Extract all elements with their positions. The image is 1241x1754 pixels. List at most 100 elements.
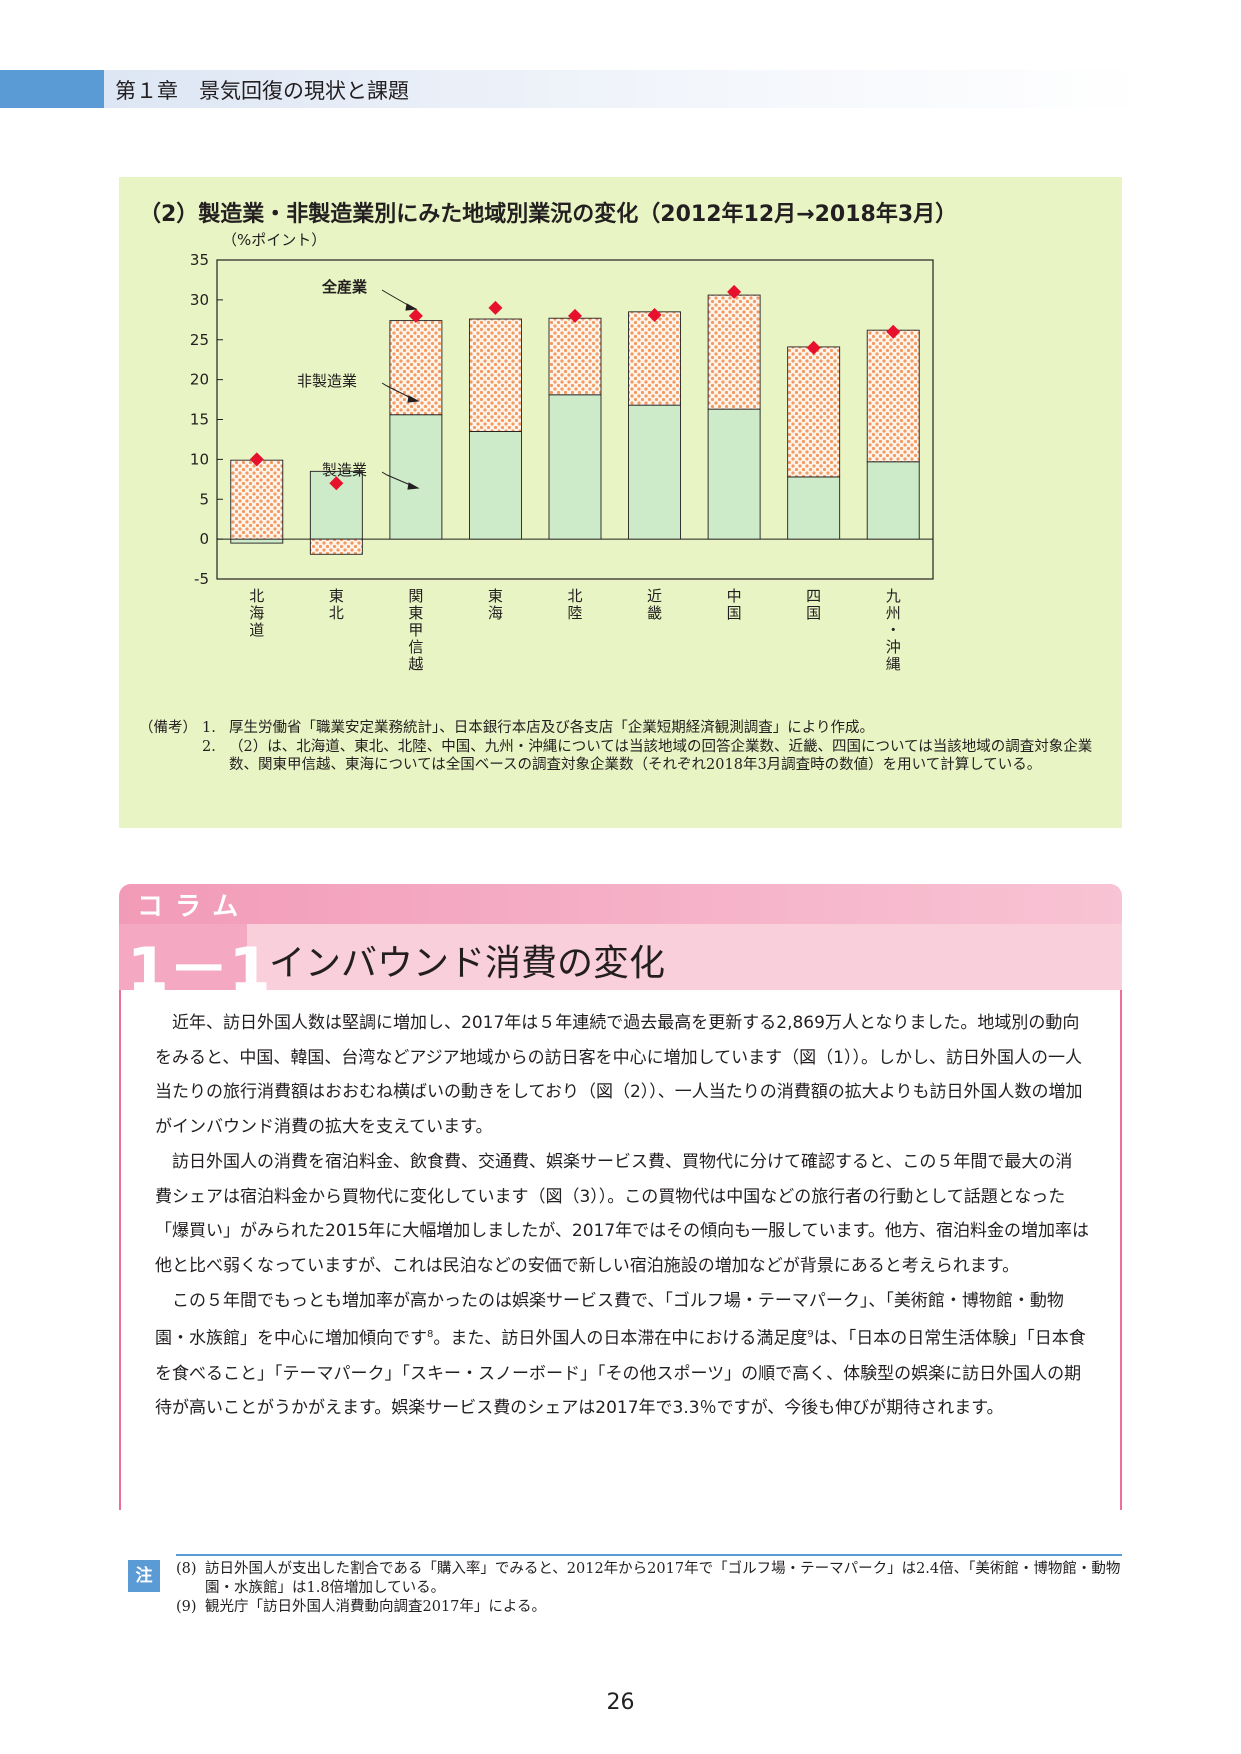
x-tick-label: 海 (488, 604, 503, 622)
column-header-bar: コラム (119, 884, 1122, 924)
x-tick-label: 九 (886, 587, 901, 605)
x-tick-label: 北 (329, 604, 344, 622)
x-tick-label: 信 (408, 638, 423, 656)
marker-all-industry (329, 476, 344, 491)
marker-all-industry (488, 300, 503, 315)
note-row-2: 2. （2）は、北海道、東北、北陸、中国、九州・沖縄については当該地域の回答企業… (139, 738, 1119, 775)
note-number: 1. (202, 720, 216, 736)
x-tick-label: 東 (329, 587, 344, 605)
note-number: 2. (202, 738, 216, 755)
footnote-rule (176, 1554, 1122, 1556)
paragraph-3-text: この５年間でもっとも増加率が高かったのは娯楽サービス費で、「ゴルフ場・テーマパー… (155, 1290, 1064, 1349)
x-tick-label: 関 (408, 587, 423, 605)
chapter-title: 第１章 景気回復の現状と課題 (115, 79, 409, 103)
notes-head: （備考） (139, 720, 197, 736)
annotation-leaders (381, 289, 420, 490)
bar-non-manufacturing (230, 459, 284, 540)
bar-chart: -505101520253035北海道東北関東甲信越東海北陸近畿中国四国九州・沖… (190, 251, 934, 673)
x-tick-label: 州 (886, 604, 901, 622)
bar-non-manufacturing (707, 294, 761, 410)
x-tick-label: 道 (249, 621, 264, 639)
x-tick-label: 海 (249, 604, 264, 622)
bar-manufacturing (468, 431, 522, 540)
bar-manufacturing (707, 408, 761, 540)
footnote-9: (9) 観光庁「訪日外国人消費動向調査2017年」による。 (176, 1598, 1122, 1617)
arrowhead-manu (407, 482, 420, 490)
x-tick-label: 縄 (886, 655, 901, 673)
leader-manu (381, 471, 416, 488)
annotation-manu: 製造業 (322, 461, 367, 479)
bar-non-manufacturing (468, 318, 522, 432)
y-tick-label: -5 (194, 570, 209, 588)
leader-all (381, 289, 414, 309)
x-tick-label: 四 (806, 587, 821, 605)
bar-manufacturing (628, 404, 682, 540)
x-tick-label: 越 (408, 655, 423, 673)
x-tick-label: 北 (567, 587, 582, 605)
x-tick-label: 近 (647, 587, 662, 605)
bar-manufacturing (230, 538, 284, 544)
bar-manufacturing (548, 394, 602, 540)
x-tick-label: 沖 (886, 638, 901, 656)
y-tick-label: 20 (190, 371, 209, 389)
column-number: 1－1 (127, 935, 271, 1005)
x-tick-label: ・ (886, 621, 901, 639)
bar-manufacturing (866, 461, 920, 540)
x-tick-label: 畿 (647, 604, 662, 622)
page-number: 26 (606, 1690, 635, 1715)
marker-all-industry (249, 452, 264, 467)
marker-all-industry (886, 324, 901, 339)
x-tick-label: 中 (727, 587, 742, 605)
y-tick-label: 10 (190, 450, 209, 468)
paragraph-3-mid: 。また、訪日外国人の日本滞在中における満足度 (433, 1328, 808, 1349)
column-title-band: 1－1 インバウンド消費の変化 (119, 924, 1122, 1005)
footnote-ref-8: 8 (427, 1329, 434, 1341)
marker-all-industry (568, 308, 582, 323)
x-tick-label: 北 (249, 587, 264, 605)
x-tick-label: 東 (408, 604, 423, 622)
arrowhead-all (405, 303, 418, 311)
paragraph-2: 訪日外国人の消費を宿泊料金、飲食費、交通費、娯楽サービス費、買物代に分けて確認す… (155, 1151, 1089, 1276)
footnote-text: 訪日外国人が支出した割合である「購入率」でみると、2012年から2017年で「ゴ… (205, 1561, 1121, 1596)
bar-manufacturing (787, 476, 841, 540)
y-tick-label: 35 (190, 251, 209, 269)
bar-non-manufacturing (866, 329, 920, 463)
footnote-8: (8) 訪日外国人が支出した割合である「購入率」でみると、2012年から2017… (176, 1560, 1122, 1598)
figure-notes: （備考） 1. 厚生労働省「職業安定業務統計」、日本銀行本店及び各支店「企業短期… (139, 719, 1119, 775)
annotation-all: 全産業 (321, 278, 368, 296)
marker-all-industry (408, 308, 423, 323)
bar-manufacturing (389, 414, 443, 540)
footnote-number: (9) (176, 1599, 197, 1615)
x-tick-label: 東 (488, 587, 503, 605)
bar-non-manufacturing (309, 538, 363, 555)
figure-title: （2）製造業・非製造業別にみた地域別業況の変化（2012年12月→2018年3月… (139, 202, 958, 227)
note-text: （2）は、北海道、東北、北陸、中国、九州・沖縄については当該地域の回答企業数、近… (229, 738, 1093, 774)
column-label: コラム (137, 892, 251, 922)
y-tick-label: 5 (199, 490, 209, 508)
footnote-number: (8) (176, 1561, 197, 1577)
footnote-text: 観光庁「訪日外国人消費動向調査2017年」による。 (205, 1599, 546, 1615)
footnotes: (8) 訪日外国人が支出した割合である「購入率」でみると、2012年から2017… (176, 1560, 1122, 1617)
x-tick-label: 陸 (567, 604, 582, 622)
figure-panel: （2）製造業・非製造業別にみた地域別業況の変化（2012年12月→2018年3月… (119, 177, 1122, 828)
arrowhead-nonmanu (407, 395, 420, 403)
column-body: 近年、訪日外国人数は堅調に増加し、2017年は５年連続で過去最高を更新する2,8… (119, 990, 1122, 1510)
footnote-ref-9: 9 (807, 1329, 814, 1341)
x-tick-label: 甲 (408, 621, 423, 639)
marker-all-industry (647, 308, 662, 323)
column-title: インバウンド消費の変化 (269, 943, 666, 984)
note-row-1: （備考） 1. 厚生労働省「職業安定業務統計」、日本銀行本店及び各支店「企業短期… (139, 719, 1119, 738)
leader-nonmanu (381, 382, 416, 401)
y-tick-label: 15 (190, 411, 209, 429)
marker-all-industry (806, 340, 821, 355)
x-tick-label: 国 (806, 604, 821, 622)
column-number-box: 1－1 (119, 924, 271, 1005)
note-text: 厚生労働省「職業安定業務統計」、日本銀行本店及び各支店「企業短期経済観測調査」に… (229, 720, 874, 736)
paragraph-3-tail: は、「日本の日常生活体験」「日本食を食べること」「テーマパーク」「スキー・スノー… (155, 1328, 1086, 1419)
column-text: 近年、訪日外国人数は堅調に増加し、2017年は５年連続で過去最高を更新する2,8… (155, 1006, 1089, 1426)
bar-non-manufacturing (628, 311, 682, 406)
y-tick-label: 25 (190, 331, 209, 349)
bar-non-manufacturing (787, 346, 841, 478)
footnote-mark: 注 (128, 1560, 160, 1592)
y-tick-label: 0 (199, 530, 209, 548)
